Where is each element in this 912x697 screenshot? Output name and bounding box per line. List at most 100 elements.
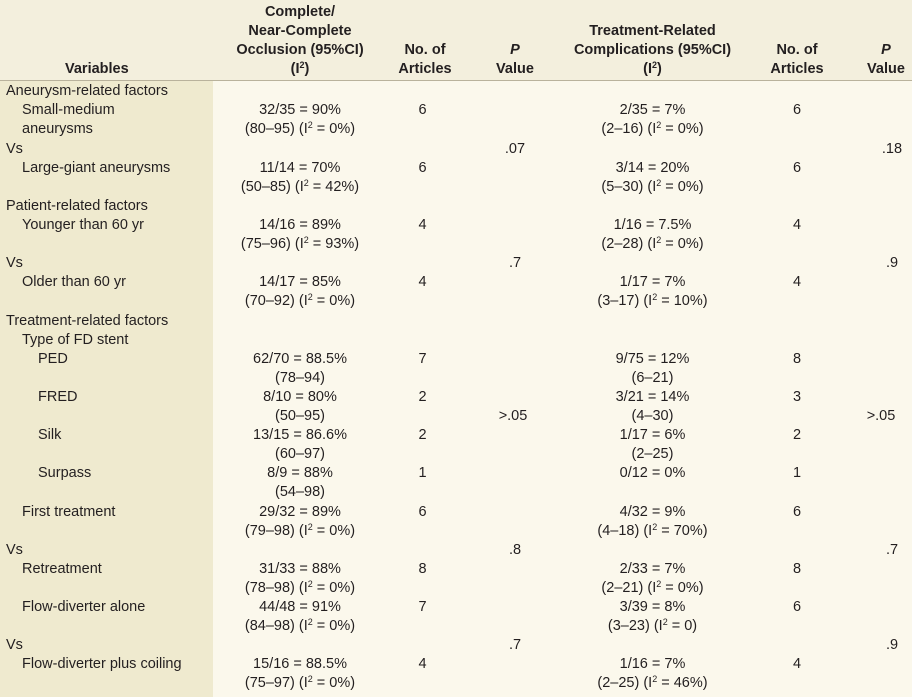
complication-p-value: .7 — [885, 542, 899, 558]
header-complications-line1: Treatment-Related — [589, 23, 716, 39]
row-label: Younger than 60 yr — [22, 217, 145, 233]
occlusion-rate: 15/16 = 88.5% — [253, 656, 347, 672]
row-label: Patient-related factors — [6, 198, 148, 214]
complication-articles: 3 — [792, 389, 802, 405]
complication-ci: (2–25) (I2 = 46%) — [597, 674, 708, 692]
row-label: Small-medium — [22, 102, 115, 118]
complication-rate: 9/75 = 12% — [615, 351, 690, 367]
occlusion-ci: (60–97) — [275, 446, 325, 462]
row-label: Aneurysm-related factors — [6, 83, 168, 99]
header-occlusion-line1: Complete/ — [264, 4, 336, 20]
occlusion-ci: (54–98) — [275, 484, 325, 500]
row-label: FRED — [38, 389, 78, 405]
occlusion-articles: 6 — [418, 160, 427, 176]
row-label: Surpass — [38, 465, 92, 481]
occlusion-rate: 32/35 = 90% — [259, 102, 341, 118]
row-label: Flow-diverter alone — [22, 599, 146, 615]
complication-rate: 0/12 = 0% — [619, 465, 686, 481]
occlusion-articles: 2 — [418, 427, 427, 443]
occlusion-ci: (80–95) (I2 = 0%) — [244, 120, 356, 138]
row-label-continued: aneurysms — [22, 121, 93, 137]
occlusion-articles: 7 — [418, 599, 427, 615]
row-label: PED — [38, 351, 68, 367]
header-value-1: Value — [496, 61, 534, 77]
occlusion-rate: 31/33 = 88% — [259, 561, 341, 577]
complication-rate: 2/33 = 7% — [619, 561, 686, 577]
occlusion-rate: 62/70 = 88.5% — [253, 351, 347, 367]
header-no-of-2: No. of — [776, 42, 818, 58]
complication-rate: 1/16 = 7% — [619, 656, 686, 672]
header-no-of-1: No. of — [404, 42, 446, 58]
occlusion-rate: 13/15 = 86.6% — [253, 427, 347, 443]
header-articles-2: Articles — [770, 61, 824, 77]
occlusion-rate: 29/32 = 89% — [259, 504, 341, 520]
row-label: Vs — [6, 141, 23, 157]
complication-articles: 4 — [792, 656, 802, 672]
occlusion-rate: 44/48 = 91% — [259, 599, 341, 615]
complication-articles: 8 — [792, 561, 802, 577]
row-label: First treatment — [22, 504, 116, 520]
variables-column-band — [0, 81, 213, 697]
complication-p-value: .9 — [885, 255, 899, 271]
table-header — [0, 0, 912, 81]
complication-articles: 6 — [792, 160, 802, 176]
complication-ci: (2–21) (I2 = 0%) — [601, 579, 704, 597]
complication-ci: (3–17) (I2 = 10%) — [597, 292, 708, 310]
occlusion-articles: 4 — [418, 217, 427, 233]
row-label: Flow-diverter plus coiling — [22, 656, 182, 672]
occlusion-ci: (78–94) — [275, 370, 325, 386]
complication-ci: (5–30) (I2 = 0%) — [601, 178, 704, 196]
occlusion-p-value: .7 — [508, 255, 522, 271]
header-p-1: P — [510, 42, 520, 58]
header-complications-line2: Complications (95%CI) — [573, 42, 732, 58]
occlusion-ci: (79–98) (I2 = 0%) — [244, 522, 356, 540]
complication-articles: 4 — [792, 217, 802, 233]
complication-articles: 2 — [792, 427, 802, 443]
occlusion-ci: (84–98) (I2 = 0%) — [244, 617, 356, 635]
row-label: Older than 60 yr — [22, 274, 126, 290]
row-label: Vs — [6, 542, 23, 558]
row-label: Silk — [38, 427, 62, 443]
complication-articles: 6 — [792, 504, 802, 520]
complication-ci: (2–16) (I2 = 0%) — [601, 120, 704, 138]
complication-rate: 3/21 = 14% — [615, 389, 690, 405]
complication-rate: 2/35 = 7% — [619, 102, 686, 118]
occlusion-articles: 4 — [418, 656, 427, 672]
header-value-2: Value — [867, 61, 905, 77]
complication-rate: 1/16 = 7.5% — [613, 217, 692, 233]
occlusion-articles: 8 — [418, 561, 427, 577]
complication-ci: (3–23) (I2 = 0) — [607, 617, 698, 635]
header-variables: Variables — [65, 61, 129, 77]
occlusion-articles: 6 — [418, 102, 427, 118]
occlusion-rate: 14/17 = 85% — [259, 274, 341, 290]
occlusion-articles: 4 — [418, 274, 427, 290]
occlusion-p-value: >.05 — [498, 408, 528, 424]
complication-articles: 6 — [792, 102, 802, 118]
complication-rate: 4/32 = 9% — [619, 504, 686, 520]
header-articles-1: Articles — [398, 61, 452, 77]
occlusion-rate: 14/16 = 89% — [259, 217, 341, 233]
occlusion-ci: (75–97) (I2 = 0%) — [244, 674, 356, 692]
occlusion-articles: 6 — [418, 504, 427, 520]
row-label: Large-giant aneurysms — [22, 160, 171, 176]
complication-ci: (4–30) — [631, 408, 674, 424]
complication-ci: (2–28) (I2 = 0%) — [601, 235, 704, 253]
header-occlusion-line2: Near-Complete — [248, 23, 352, 39]
complication-ci: (4–18) (I2 = 70%) — [597, 522, 708, 540]
occlusion-articles: 1 — [418, 465, 427, 481]
complication-articles: 8 — [792, 351, 802, 367]
complication-rate: 1/17 = 7% — [619, 274, 686, 290]
occlusion-rate: 8/9 = 88% — [267, 465, 333, 481]
row-label: Treatment-related factors — [6, 313, 169, 329]
complication-ci: (2–25) — [631, 446, 674, 462]
header-occlusion-i2: (I2) — [290, 60, 310, 78]
row-label: Vs — [6, 255, 23, 271]
complication-p-value: >.05 — [866, 408, 896, 424]
complication-rate: 3/39 = 8% — [619, 599, 686, 615]
occlusion-ci: (70–92) (I2 = 0%) — [244, 292, 356, 310]
header-p-2: P — [881, 42, 891, 58]
complication-ci: (6–21) — [631, 370, 674, 386]
header-occlusion-line3: Occlusion (95%CI) — [236, 42, 364, 58]
complication-articles: 6 — [792, 599, 802, 615]
